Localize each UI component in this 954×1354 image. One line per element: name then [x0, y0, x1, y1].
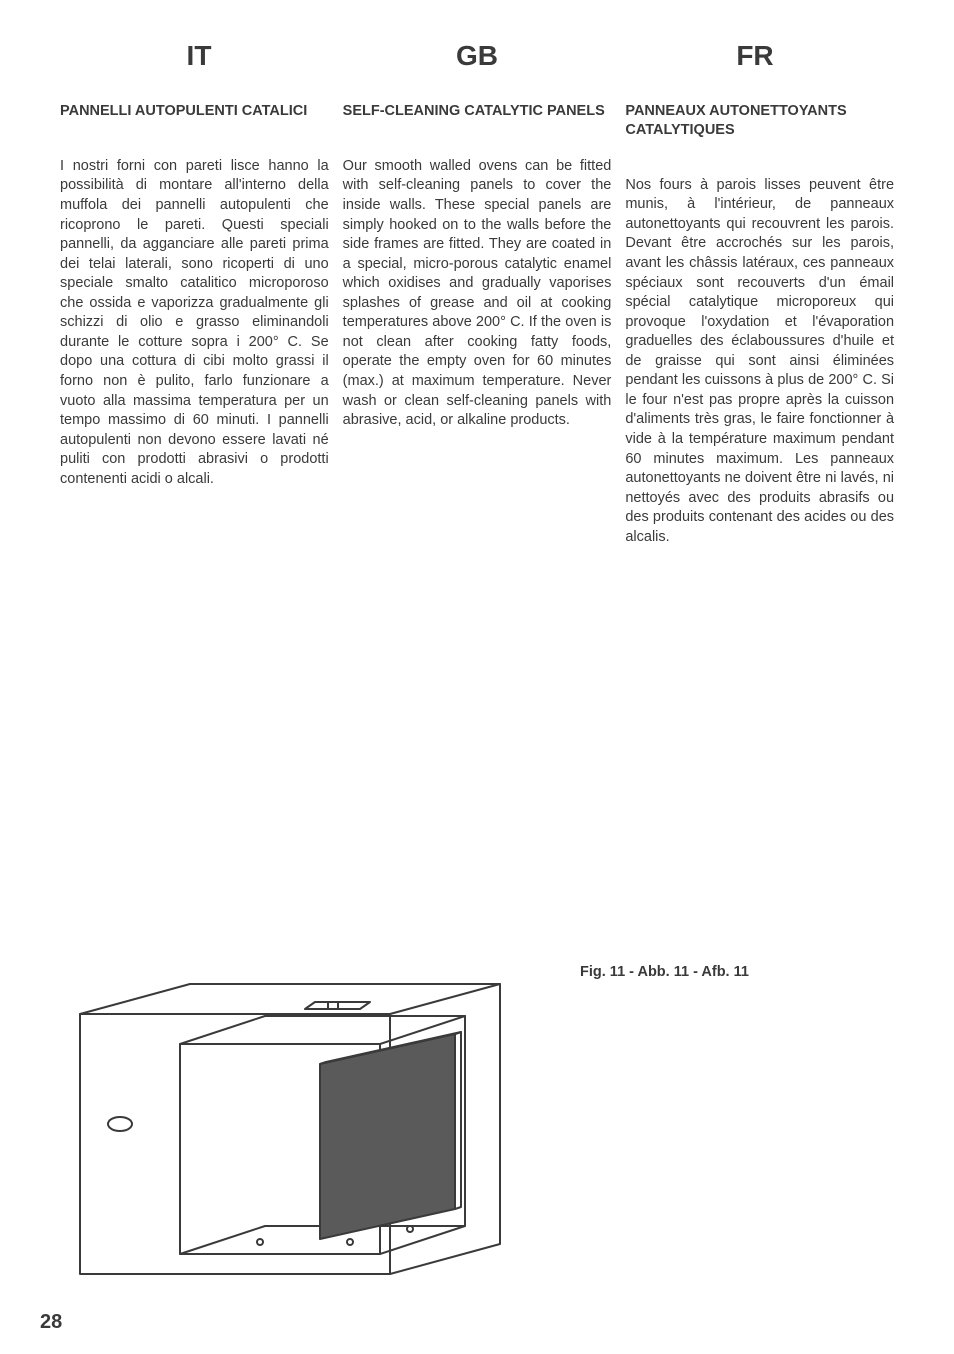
body-fr: Nos fours à parois lisses peuvent être m…	[625, 176, 894, 548]
body-it: I nostri forni con pareti lisce hanno la…	[60, 157, 329, 490]
heading-gb: SELF-CLEANING CATALYTIC PANELS	[343, 102, 612, 121]
page-number: 28	[40, 1311, 62, 1334]
text-columns: PANNELLI AUTOPULENTI CATALICI I nostri f…	[60, 102, 894, 547]
column-gb: SELF-CLEANING CATALYTIC PANELS Our smoot…	[343, 102, 612, 547]
lang-header-fr: FR	[616, 40, 894, 72]
heading-fr: PANNEAUX AUTONETTOYANTS CATALYTIQUES	[625, 102, 894, 140]
lang-header-it: IT	[60, 40, 338, 72]
heading-it: PANNELLI AUTOPULENTI CATALICI	[60, 102, 329, 121]
column-it: PANNELLI AUTOPULENTI CATALICI I nostri f…	[60, 102, 329, 547]
figure-area: Fig. 11 - Abb. 11 - Afb. 11	[60, 954, 894, 1294]
lang-header-gb: GB	[338, 40, 616, 72]
figure-caption: Fig. 11 - Abb. 11 - Afb. 11	[580, 964, 749, 980]
language-headers: IT GB FR	[60, 40, 894, 72]
body-gb: Our smooth walled ovens can be fitted wi…	[343, 157, 612, 431]
oven-diagram	[60, 954, 540, 1294]
column-fr: PANNEAUX AUTONETTOYANTS CATALYTIQUES Nos…	[625, 102, 894, 547]
